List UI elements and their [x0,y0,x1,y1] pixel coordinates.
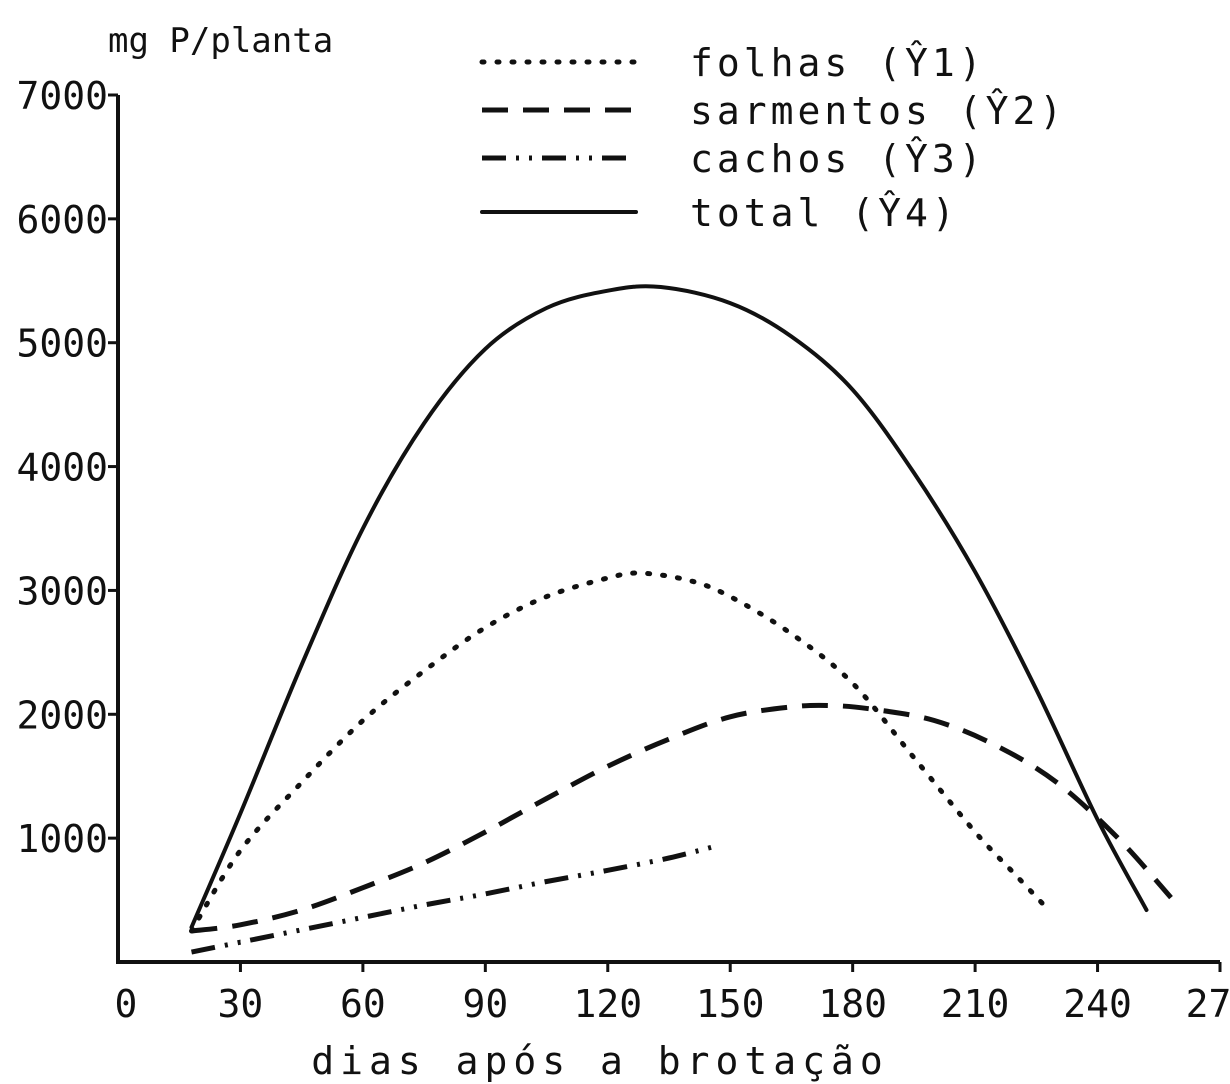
legend-label: sarmentos (Ŷ2) [690,89,1066,133]
x-tick-label: 150 [696,982,765,1026]
axes: 0 30 60 90 120 150 180 210 240 270 1000 2000 3000 400… [16,74,1230,1026]
x-tick-label: 120 [573,982,642,1026]
legend: folhas (Ŷ1)sarmentos (Ŷ2)cachos (Ŷ3) tota… [479,41,1066,235]
x-tick-label: 270 [1186,982,1230,1026]
x-tick-label: 210 [941,982,1010,1026]
x-tick-label: 90 [462,982,508,1026]
series-line-solid [189,284,1149,930]
y-tick-label: 6000 [16,198,108,242]
y-axis-label: mg P/planta [108,21,333,61]
y-tick-label: 4000 [16,446,108,490]
x-tick-label: 180 [818,982,887,1026]
y-tick-label: 7000 [16,74,108,118]
series-line-dashed [191,702,1173,934]
y-tick-label: 3000 [16,569,108,613]
x-axis-label: dias após a brotação [311,1039,889,1083]
y-tick-label: 2000 [16,693,108,737]
plot-area [189,284,1173,955]
legend-label: total (Ŷ4) [690,191,959,235]
legend-label: cachos (Ŷ3) [690,137,986,181]
x-tick-label: 30 [218,982,264,1026]
x-tick-label: 0 [115,982,138,1026]
x-tick-label: 240 [1063,982,1132,1026]
series-line-dotted [189,570,1052,934]
series-line-dash-dot-dot [190,843,719,955]
y-tick-label: 5000 [16,322,108,366]
y-tick-label: 1000 [16,817,108,861]
legend-label: folhas (Ŷ1) [690,41,986,85]
x-tick-label: 60 [340,982,386,1026]
